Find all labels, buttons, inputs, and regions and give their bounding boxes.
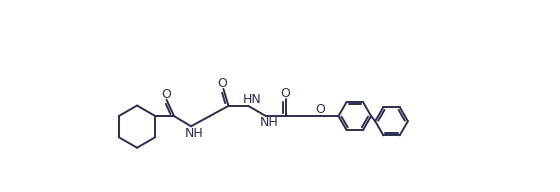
Text: NH: NH — [184, 127, 203, 140]
Text: O: O — [217, 77, 227, 89]
Text: O: O — [315, 103, 325, 116]
Text: O: O — [281, 87, 291, 100]
Text: O: O — [162, 88, 171, 101]
Text: NH: NH — [260, 116, 279, 129]
Text: HN: HN — [242, 93, 261, 106]
